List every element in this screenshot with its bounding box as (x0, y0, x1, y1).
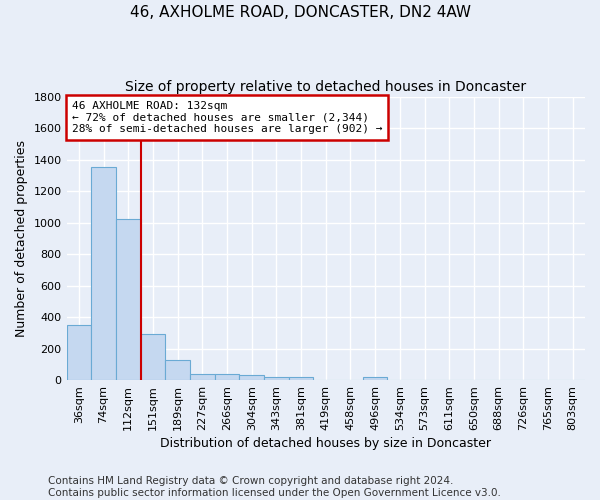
Bar (67, 325, 91, 380)
Bar (215, 374, 239, 380)
Text: 46, AXHOLME ROAD, DONCASTER, DN2 4AW: 46, AXHOLME ROAD, DONCASTER, DN2 4AW (130, 5, 470, 20)
Bar (190, 374, 215, 380)
Bar (116, 218, 140, 380)
Bar (264, 377, 289, 380)
Text: Contains HM Land Registry data © Crown copyright and database right 2024.
Contai: Contains HM Land Registry data © Crown c… (48, 476, 501, 498)
Bar (363, 377, 388, 380)
Bar (140, 334, 165, 380)
X-axis label: Distribution of detached houses by size in Doncaster: Distribution of detached houses by size … (160, 437, 491, 450)
Title: Size of property relative to detached houses in Doncaster: Size of property relative to detached ho… (125, 80, 526, 94)
Text: 46 AXHOLME ROAD: 132sqm
← 72% of detached houses are smaller (2,344)
28% of semi: 46 AXHOLME ROAD: 132sqm ← 72% of detache… (72, 101, 382, 134)
Bar (239, 376, 264, 380)
Y-axis label: Number of detached properties: Number of detached properties (15, 140, 28, 337)
Bar (165, 360, 190, 380)
Bar (91, 166, 116, 380)
Bar (289, 377, 313, 380)
